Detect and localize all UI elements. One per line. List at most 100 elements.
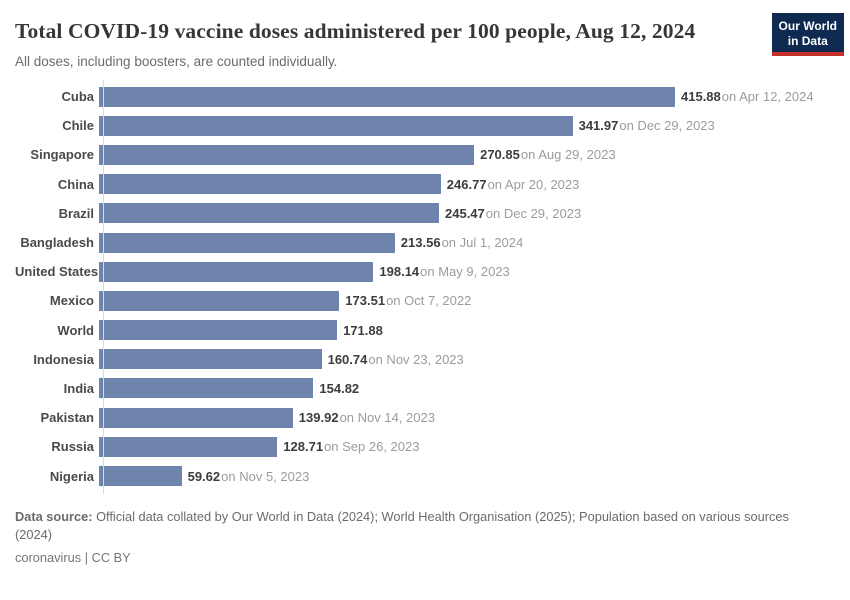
bar-value-label: 154.82 xyxy=(319,381,359,396)
bar-value-date: on Jul 1, 2024 xyxy=(441,235,524,251)
bar-row[interactable]: Mexico 173.51on Oct 7, 2022 xyxy=(15,286,850,315)
bar-area: 139.92on Nov 14, 2023 xyxy=(99,403,850,432)
bar-value-number: 245.47 xyxy=(445,205,485,221)
bar-value-date: on Nov 23, 2023 xyxy=(368,351,464,367)
bar[interactable] xyxy=(99,466,182,487)
bar-row[interactable]: Singapore 270.85on Aug 29, 2023 xyxy=(15,140,850,169)
bar-area: 246.77on Apr 20, 2023 xyxy=(99,170,850,199)
bar-value-date: on Dec 29, 2023 xyxy=(619,118,715,134)
bar-label[interactable]: Russia xyxy=(51,439,94,455)
data-source-text: Official data collated by Our World in D… xyxy=(15,508,789,542)
bar-value-number: 128.71 xyxy=(283,439,324,455)
data-source: Data source: Official data collated by O… xyxy=(15,508,815,544)
bar-area: 154.82 xyxy=(99,374,850,403)
bar-value-number: 270.85 xyxy=(480,147,520,163)
bar-value-number: 160.74 xyxy=(327,351,368,367)
bar-row[interactable]: Chile 341.97on Dec 29, 2023 xyxy=(15,111,850,140)
bar-row[interactable]: Brazil 245.47on Dec 29, 2023 xyxy=(15,199,850,228)
bar-row[interactable]: Pakistan 139.92on Nov 14, 2023 xyxy=(15,403,850,432)
bar-area: 270.85on Aug 29, 2023 xyxy=(99,140,850,169)
bar-value-label: 59.62on Nov 5, 2023 xyxy=(188,469,310,484)
bar-value-date: on Apr 20, 2023 xyxy=(487,176,580,192)
bar-area: 415.88on Apr 12, 2024 xyxy=(99,82,850,111)
bar[interactable] xyxy=(99,144,475,165)
bar-row[interactable]: Nigeria 59.62on Nov 5, 2023 xyxy=(15,461,850,490)
owid-logo-line2: in Data xyxy=(787,33,828,48)
chart-header: Total COVID-19 vaccine doses administere… xyxy=(0,0,850,69)
bar-label[interactable]: Nigeria xyxy=(49,468,94,484)
bar-value-label: 128.71on Sep 26, 2023 xyxy=(283,439,419,454)
bar-label[interactable]: Bangladesh xyxy=(20,235,94,251)
bar[interactable] xyxy=(99,349,322,370)
bar-area: 59.62on Nov 5, 2023 xyxy=(99,461,850,490)
y-axis-line xyxy=(103,80,104,494)
bar-area: 173.51on Oct 7, 2022 xyxy=(99,286,850,315)
bar[interactable] xyxy=(99,115,573,136)
bar-value-label: 198.14on May 9, 2023 xyxy=(379,264,509,279)
bar-value-date: on Nov 14, 2023 xyxy=(339,410,435,426)
bar-value-label: 246.77on Apr 20, 2023 xyxy=(447,177,580,192)
bar-row[interactable]: China 246.77on Apr 20, 2023 xyxy=(15,170,850,199)
bar-area: 245.47on Dec 29, 2023 xyxy=(99,199,850,228)
bar-area: 341.97on Dec 29, 2023 xyxy=(99,111,850,140)
chart-footer: Data source: Official data collated by O… xyxy=(15,508,834,565)
bar-label[interactable]: Chile xyxy=(62,118,94,134)
bar-value-label: 173.51on Oct 7, 2022 xyxy=(345,293,471,308)
bar[interactable] xyxy=(99,86,675,107)
bar-value-date: on Sep 26, 2023 xyxy=(324,439,420,455)
bar-row[interactable]: Cuba 415.88on Apr 12, 2024 xyxy=(15,82,850,111)
bar-value-date: on Apr 12, 2024 xyxy=(721,89,814,105)
bar-value-date: on Dec 29, 2023 xyxy=(485,205,582,221)
bar[interactable] xyxy=(99,174,441,195)
bar[interactable] xyxy=(99,232,395,253)
bar-label[interactable]: India xyxy=(63,380,94,396)
bar-label[interactable]: Indonesia xyxy=(33,351,94,367)
bar-row[interactable]: Bangladesh 213.56on Jul 1, 2024 xyxy=(15,228,850,257)
bar-value-date: on Aug 29, 2023 xyxy=(520,147,616,163)
bar-value-label: 213.56on Jul 1, 2024 xyxy=(401,235,523,250)
bar-value-date: on May 9, 2023 xyxy=(420,264,510,280)
owid-logo[interactable]: Our World in Data xyxy=(771,13,844,56)
page-title: Total COVID-19 vaccine doses administere… xyxy=(15,19,696,43)
bar-label[interactable]: Cuba xyxy=(61,89,95,105)
bar-area: 171.88 xyxy=(99,316,850,345)
bar-value-number: 198.14 xyxy=(379,264,420,280)
bar[interactable] xyxy=(99,436,278,457)
bar-area: 128.71on Sep 26, 2023 xyxy=(99,432,850,461)
bar-row[interactable]: Russia 128.71on Sep 26, 2023 xyxy=(15,432,850,461)
bar[interactable] xyxy=(99,261,374,282)
bar-value-number: 171.88 xyxy=(343,322,383,338)
bar-rows: Cuba 415.88on Apr 12, 2024 Chile 341.97on D… xyxy=(15,80,850,494)
bar-value-date: on Nov 5, 2023 xyxy=(221,468,310,484)
bar-row[interactable]: India 154.82 xyxy=(15,374,850,403)
bar-area: 198.14on May 9, 2023 xyxy=(99,257,850,286)
bar[interactable] xyxy=(99,407,293,428)
bar-label[interactable]: United States xyxy=(15,264,99,280)
bar-row[interactable]: United States 198.14on May 9, 2023 xyxy=(15,257,850,286)
bar-label[interactable]: Singapore xyxy=(30,147,94,163)
bar-label[interactable]: Pakistan xyxy=(40,410,94,426)
bar-label[interactable]: Mexico xyxy=(49,293,94,309)
bar-value-number: 415.88 xyxy=(681,89,721,105)
bar-label[interactable]: World xyxy=(57,322,94,338)
bar-label[interactable]: Brazil xyxy=(58,205,94,221)
bar-row[interactable]: World 171.88 xyxy=(15,316,850,345)
bar-row[interactable]: Indonesia 160.74on Nov 23, 2023 xyxy=(15,345,850,374)
bar[interactable] xyxy=(99,320,338,341)
bar-value-number: 59.62 xyxy=(187,468,221,484)
bar[interactable] xyxy=(99,378,314,399)
bar-chart: Cuba 415.88on Apr 12, 2024 Chile 341.97on D… xyxy=(15,80,850,494)
bar-value-number: 139.92 xyxy=(298,410,339,426)
bar-value-label: 160.74on Nov 23, 2023 xyxy=(328,352,464,367)
bar-value-label: 341.97on Dec 29, 2023 xyxy=(579,118,715,133)
license-note: coronavirus | CC BY xyxy=(15,549,131,565)
bar-area: 160.74on Nov 23, 2023 xyxy=(99,345,850,374)
bar[interactable] xyxy=(99,290,340,311)
bar-value-label: 139.92on Nov 14, 2023 xyxy=(299,410,435,425)
bar-value-number: 213.56 xyxy=(400,235,441,251)
bar-value-label: 415.88on Apr 12, 2024 xyxy=(681,89,814,104)
bar-label[interactable]: China xyxy=(57,176,94,192)
bar[interactable] xyxy=(99,203,439,224)
bar-value-number: 341.97 xyxy=(578,118,619,134)
